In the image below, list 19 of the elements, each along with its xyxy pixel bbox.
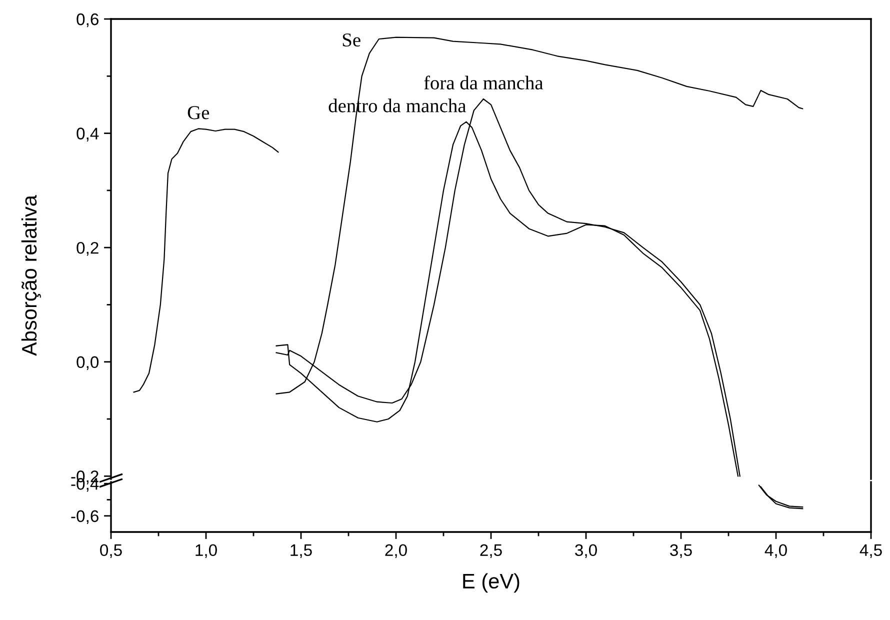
y-tick-label: 0,2 [76,242,98,256]
x-tick-label: 1,5 [290,544,312,558]
y-tick-label: 0,0 [76,356,99,370]
series-label: fora da mancha [424,76,544,90]
x-tick-label: 0,5 [100,544,122,558]
y-tick-label: 0,6 [76,13,98,28]
x-tick-label: 3,5 [670,544,692,558]
x-tick-label: 4,0 [764,544,787,558]
x-tick-label: 3,0 [575,544,597,558]
x-tick-label: 2,0 [385,544,407,558]
series-label: Se [342,33,360,47]
y-tick-label: 0,4 [76,128,99,142]
x-axis-title: E (eV) [463,573,520,593]
y-tick-label: -0,6 [71,510,98,524]
x-tick-label: 1,0 [196,544,217,558]
y-axis-title: Absorção relativa [21,195,41,356]
x-tick-label: 2,5 [480,544,502,558]
series-label: Ge [188,106,210,120]
x-tick-label: 4,5 [860,544,882,558]
